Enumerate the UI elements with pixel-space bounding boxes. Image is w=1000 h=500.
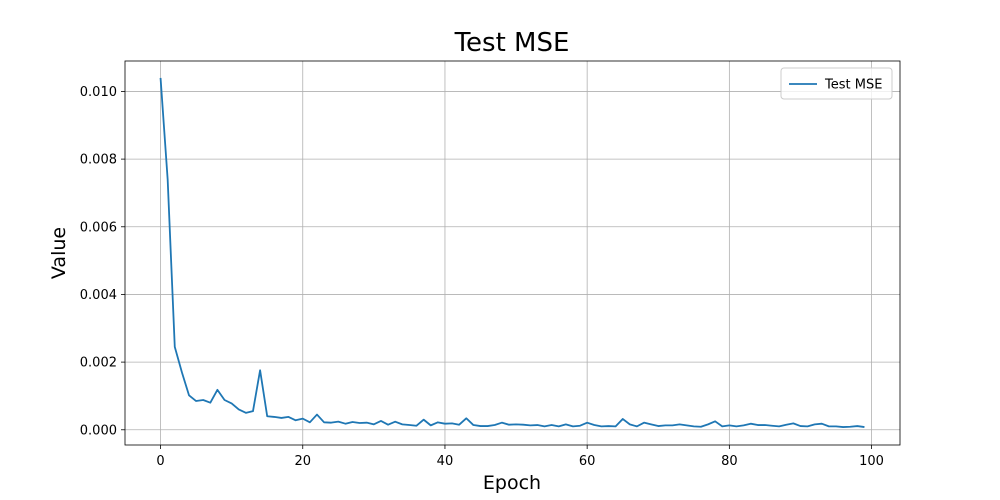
x-tick-label: 100 (859, 454, 884, 469)
legend: Test MSE (780, 67, 893, 100)
x-tick-label: 60 (579, 454, 596, 469)
grid-lines (125, 61, 900, 445)
series-line (159, 77, 865, 428)
tick-labels: 0 20 40 60 80 100 0.000 0.002 0.004 0.006 0.008 0.0… (80, 85, 884, 469)
y-tick-label: 0.010 (80, 85, 117, 100)
y-tick-label: 0.000 (80, 423, 117, 438)
y-axis-label: Value (48, 227, 70, 279)
x-tick-label: 40 (437, 454, 454, 469)
y-tick-label: 0.002 (80, 356, 117, 371)
series-lines (159, 77, 865, 428)
axes (121, 60, 901, 449)
y-tick-label: 0.006 (80, 220, 117, 235)
chart-title: Test MSE (454, 28, 570, 58)
plot-frame (124, 60, 901, 446)
y-tick-label: 0.004 (80, 288, 117, 303)
x-tick-label: 80 (721, 454, 738, 469)
legend-label: Test MSE (824, 78, 882, 93)
y-tick-label: 0.008 (80, 153, 117, 168)
x-axis-label: Epoch (483, 472, 541, 494)
legend-box (780, 67, 893, 100)
x-tick-label: 20 (294, 454, 311, 469)
x-tick-label: 0 (156, 454, 164, 469)
